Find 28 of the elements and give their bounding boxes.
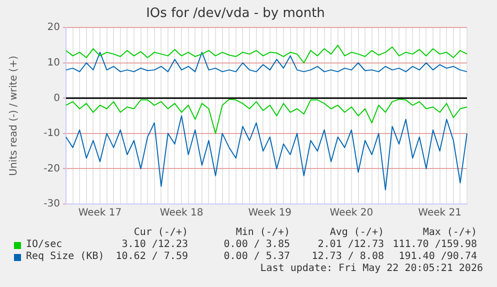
text: 0.00 / 5.37 <box>224 251 290 263</box>
x-tick-label: Week 18 <box>160 208 204 219</box>
x-tick-label: Week 19 <box>248 208 292 219</box>
y-tick-label: -30 <box>44 198 60 210</box>
y-tick-label: -20 <box>44 163 60 174</box>
text: 3.10 /12.23 <box>122 239 188 251</box>
text: Last update: Fri May 22 20:05:21 2026 <box>260 263 483 275</box>
legend-label: Req Size (KB) <box>26 251 104 263</box>
x-tick-label: Week 17 <box>78 208 122 219</box>
chart-title: IOs for /dev/vda - by month <box>146 6 325 22</box>
x-tick-label: Week 20 <box>330 208 374 219</box>
text: Min (-/+) <box>236 227 290 239</box>
text: 2.01 /12.73 <box>318 239 384 251</box>
y-axis-title: Units read (-) / write (+) <box>8 56 20 176</box>
text: 191.40 /90.74 <box>398 251 477 263</box>
text: Cur (-/+) <box>134 227 188 239</box>
text: 0.00 / 3.85 <box>224 239 290 251</box>
text: Max (-/+) <box>422 227 477 239</box>
text: 10.62 / 7.59 <box>116 251 188 263</box>
x-tick-label: Week 21 <box>418 208 462 219</box>
text: Avg (-/+) <box>330 227 384 239</box>
text: 111.70 /159.98 <box>392 239 477 251</box>
y-tick-label: 10 <box>47 57 60 68</box>
text: 12.73 / 8.08 <box>312 251 384 263</box>
legend-label: IO/sec <box>26 239 62 251</box>
y-tick-label: 20 <box>47 22 60 34</box>
y-tick-label: -10 <box>44 128 60 140</box>
y-tick-label: 0 <box>54 92 60 104</box>
